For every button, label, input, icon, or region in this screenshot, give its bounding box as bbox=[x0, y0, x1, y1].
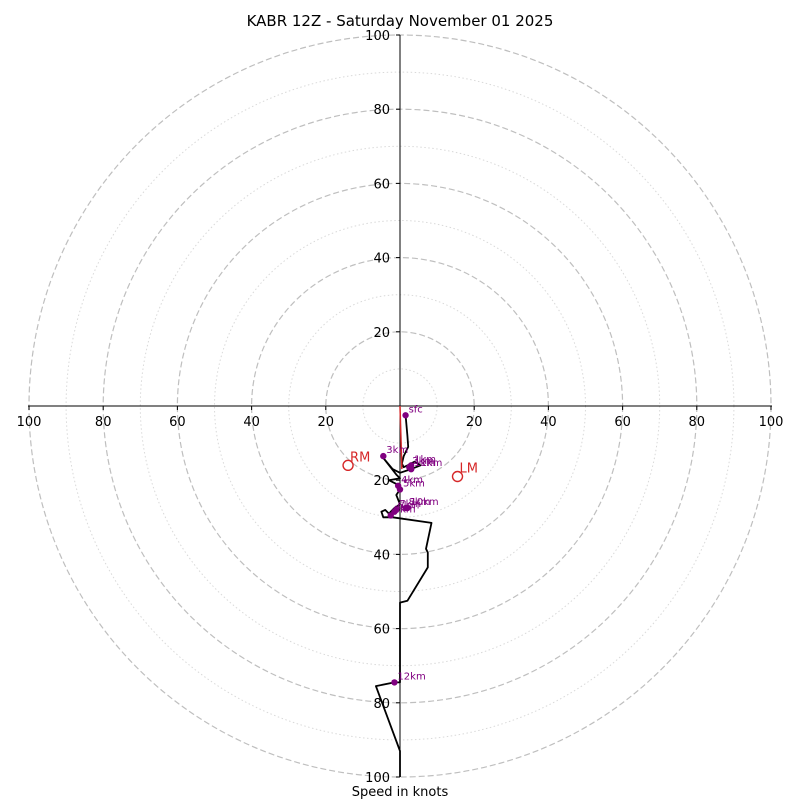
y-tick-label: 60 bbox=[373, 623, 390, 638]
storm-motion-marker bbox=[451, 470, 464, 483]
storm-motion-label: RM bbox=[350, 450, 370, 465]
x-tick-label: 20 bbox=[318, 415, 335, 430]
height-marker-label: 7km bbox=[399, 499, 421, 510]
y-tick-label: 20 bbox=[373, 326, 390, 341]
height-marker-dot bbox=[391, 679, 398, 686]
height-marker-label: 3km bbox=[386, 445, 408, 456]
x-tick-label: 60 bbox=[614, 415, 631, 430]
x-tick-label: 20 bbox=[466, 415, 483, 430]
hodograph-trace bbox=[374, 415, 433, 777]
height-marker-label: 11km bbox=[414, 458, 442, 469]
x-tick-label: 60 bbox=[169, 415, 186, 430]
y-tick-label: 40 bbox=[373, 548, 390, 563]
x-tick-label: 100 bbox=[17, 415, 42, 430]
height-marker-dot bbox=[387, 512, 394, 519]
height-marker-label: 12km bbox=[397, 671, 425, 682]
y-tick-label: 100 bbox=[365, 29, 390, 44]
y-tick-label: 100 bbox=[365, 771, 390, 786]
x-tick-label: 100 bbox=[759, 415, 784, 430]
y-tick-label: 60 bbox=[373, 177, 390, 192]
height-marker-label: 8km bbox=[409, 497, 431, 508]
height-marker-label: sfc bbox=[409, 404, 423, 415]
x-tick-label: 40 bbox=[243, 415, 260, 430]
storm-motion-label: LM bbox=[460, 461, 478, 476]
x-tick-label: 40 bbox=[540, 415, 557, 430]
storm-motion-layer: RM LM bbox=[342, 450, 478, 483]
height-marker-dot bbox=[407, 462, 415, 469]
y-tick-label: 20 bbox=[373, 474, 390, 489]
x-axis-label: Speed in knots bbox=[352, 785, 449, 800]
x-tick-label: 80 bbox=[689, 415, 706, 430]
height-marker-label: 1km bbox=[414, 458, 436, 469]
height-marker-label: 2km bbox=[412, 456, 434, 467]
height-marker-layer: sfc1km2km3km4km5km6km7km8km9km10km11km12… bbox=[380, 404, 442, 686]
height-marker-dot bbox=[380, 452, 387, 460]
y-tick-label: 80 bbox=[373, 103, 390, 118]
height-marker-label: 1km bbox=[414, 454, 436, 465]
shear-vector-line bbox=[399, 405, 403, 470]
x-tick-label: 80 bbox=[95, 415, 112, 430]
chart-title: KABR 12Z - Saturday November 01 2025 bbox=[247, 12, 554, 30]
height-marker-label: 5km bbox=[403, 478, 425, 489]
height-marker-label: 10km bbox=[410, 497, 438, 508]
height-marker-dot bbox=[404, 504, 411, 512]
height-marker-dot bbox=[402, 412, 409, 419]
height-marker-label: 9km bbox=[394, 504, 416, 515]
height-marker-dot bbox=[393, 506, 400, 514]
y-tick-label: 40 bbox=[373, 252, 390, 267]
axis-tick-labels: 100 80 60 40 20 20 40 60 80 100 20 40 60 80 100 20 40 60 8… bbox=[17, 29, 784, 786]
storm-motion-marker bbox=[342, 459, 354, 472]
height-marker-label: 4km bbox=[401, 475, 423, 486]
height-marker-dot bbox=[396, 486, 404, 493]
